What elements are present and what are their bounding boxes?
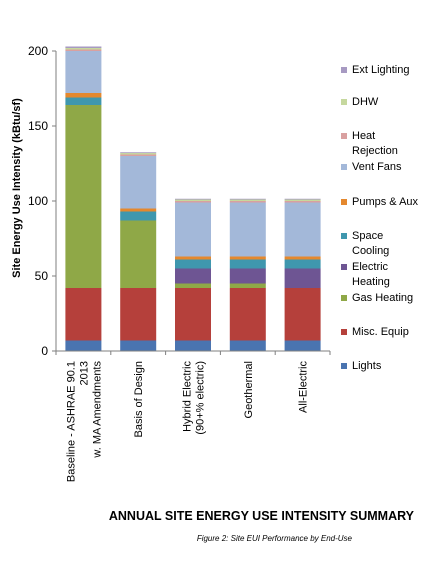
y-tick-label: 0	[41, 344, 48, 358]
y-axis-label: Site Energy Use Intensity (kBtu/sf)	[11, 98, 23, 278]
x-category-label-line: Baseline - ASHRAE 90.1	[65, 361, 77, 482]
legend-label: Gas Heating	[352, 292, 413, 304]
bar-segment	[65, 51, 102, 93]
bar-segment	[65, 48, 102, 50]
bar-segment	[229, 199, 266, 201]
bar-segment	[284, 256, 321, 260]
bar-segment	[284, 259, 321, 269]
bar-segment	[229, 259, 266, 269]
chart-title: ANNUAL SITE ENERGY USE INTENSITY SUMMARY	[109, 509, 415, 523]
bar-segment	[284, 268, 321, 288]
bar-segment	[175, 199, 211, 201]
legend-swatch	[341, 99, 347, 105]
y-tick-label: 50	[35, 269, 49, 283]
legend-label: DHW	[352, 96, 379, 108]
bar-segment	[65, 93, 102, 98]
x-category-label-line: w. MA Amendments	[91, 361, 103, 459]
bar-segment	[65, 288, 102, 341]
x-category-label-line: Geothermal	[243, 361, 255, 418]
bar-segment	[120, 340, 157, 351]
legend-swatch	[341, 164, 347, 170]
legend-label: Heat	[352, 130, 375, 142]
bar-segment	[229, 198, 266, 200]
bar-segment	[229, 340, 266, 351]
legend-label: Lights	[352, 360, 382, 372]
bar-segment	[175, 340, 211, 351]
x-category-label-line: All-Electric	[298, 361, 310, 413]
legend: Ext Lighting DHW Heat Rejection Vent Fans Pum…	[341, 64, 419, 372]
y-tick-label: 150	[28, 119, 48, 133]
bar-segment	[229, 283, 266, 288]
y-ticks-group: 0 50 100 150 200	[28, 44, 331, 358]
bar-segment	[284, 199, 321, 201]
legend-label: Electric	[352, 261, 389, 273]
bar-segment	[120, 211, 157, 221]
bar-segment	[175, 283, 211, 288]
bar-segment	[229, 202, 266, 257]
bar-segment	[284, 340, 321, 351]
legend-label: Rejection	[352, 145, 398, 157]
bar-segment	[229, 256, 266, 260]
legend-label: Space	[352, 230, 383, 242]
bars-group	[65, 46, 321, 351]
legend-label: Misc. Equip	[352, 326, 409, 338]
bar-segment	[284, 288, 321, 341]
y-tick-label: 100	[28, 194, 48, 208]
bar-segment	[229, 268, 266, 284]
bar-segment	[120, 220, 157, 288]
bar-segment	[120, 208, 157, 212]
x-category-label: Basis of Design	[133, 361, 145, 437]
legend-swatch	[341, 363, 347, 369]
legend-swatch	[341, 233, 347, 239]
legend-label: Pumps & Aux	[352, 196, 419, 208]
legend-swatch	[341, 133, 347, 139]
bar-segment	[284, 201, 321, 203]
legend-label: Ext Lighting	[352, 64, 409, 76]
bar-segment	[120, 154, 157, 156]
x-category-label: Hybrid Electric (90+% electric)	[182, 361, 207, 435]
bar-segment	[229, 201, 266, 203]
y-tick-label: 200	[28, 44, 48, 58]
legend-swatch	[341, 199, 347, 205]
legend-swatch	[341, 295, 347, 301]
x-category-label: Baseline - ASHRAE 90.1 2013 w. MA Amendmen…	[65, 361, 103, 483]
bar-segment	[65, 46, 102, 48]
figure-caption: Figure 2: Site EUI Performance by End-Us…	[197, 534, 353, 543]
bar-segment	[284, 198, 321, 200]
legend-label: Vent Fans	[352, 161, 402, 173]
legend-swatch	[341, 67, 347, 73]
x-category-label-line: Hybrid Electric	[182, 361, 194, 432]
bar-segment	[65, 105, 102, 288]
bar-segment	[175, 202, 211, 257]
bar-segment	[120, 152, 157, 154]
bar-segment	[175, 288, 211, 341]
bar-segment	[65, 49, 102, 51]
x-category-label-line: (90+% electric)	[195, 361, 207, 435]
bar-segment	[120, 288, 157, 341]
bar-segment	[175, 201, 211, 203]
legend-swatch	[341, 329, 347, 335]
bar-segment	[175, 256, 211, 260]
bar-segment	[229, 288, 266, 341]
legend-label: Heating	[352, 276, 390, 288]
bar-segment	[120, 156, 157, 209]
bar-segment	[175, 259, 211, 269]
x-category-label: Geothermal	[243, 361, 255, 418]
legend-label: Cooling	[352, 245, 389, 257]
bar-segment	[175, 268, 211, 284]
bar-segment	[120, 153, 157, 155]
x-category-label-line: 2013	[78, 361, 90, 385]
bar-segment	[175, 198, 211, 200]
bar-segment	[284, 202, 321, 257]
legend-swatch	[341, 264, 347, 270]
x-category-label-line: Basis of Design	[133, 361, 145, 437]
x-category-labels: Baseline - ASHRAE 90.1 2013 w. MA Amendmen…	[65, 361, 309, 483]
bar-segment	[65, 97, 102, 105]
bar-segment	[65, 340, 102, 351]
x-category-label: All-Electric	[298, 361, 310, 413]
